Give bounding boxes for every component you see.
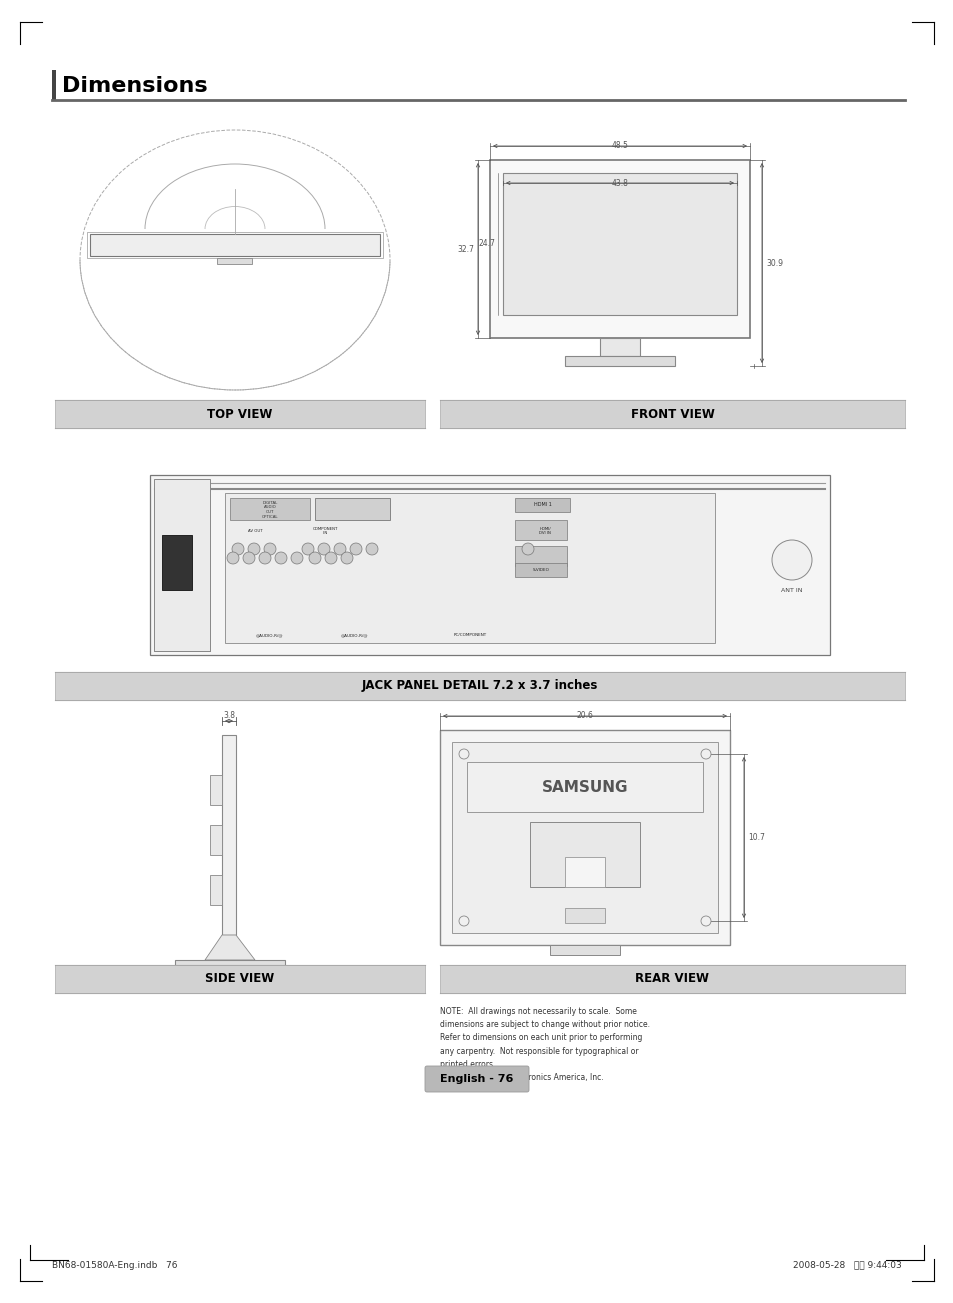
Circle shape — [291, 552, 303, 564]
Circle shape — [334, 543, 346, 555]
Bar — [452, 741, 718, 933]
Bar — [210, 876, 222, 906]
Circle shape — [309, 552, 320, 564]
Text: HDMI/
DVI IN: HDMI/ DVI IN — [538, 526, 551, 536]
Text: NOTE:  All drawings not necessarily to scale.  Some
dimensions are subject to ch: NOTE: All drawings not necessarily to sc… — [439, 1007, 649, 1081]
Bar — [222, 735, 235, 936]
Bar — [599, 337, 639, 356]
Text: 3.8: 3.8 — [223, 710, 234, 719]
Circle shape — [274, 552, 287, 564]
Bar — [225, 493, 714, 642]
Text: @AUDIO-R/@: @AUDIO-R/@ — [341, 633, 369, 637]
Bar — [515, 520, 566, 539]
Text: Dimensions: Dimensions — [62, 76, 208, 96]
Circle shape — [325, 552, 336, 564]
Text: S-VIDEO: S-VIDEO — [532, 568, 549, 572]
Bar — [217, 258, 253, 265]
Text: 43.8: 43.8 — [611, 179, 628, 188]
Text: 24.7: 24.7 — [477, 240, 495, 249]
Text: JACK PANEL DETAIL 7.2 x 3.7 inches: JACK PANEL DETAIL 7.2 x 3.7 inches — [361, 679, 598, 692]
Bar — [515, 563, 566, 577]
Bar — [153, 480, 210, 652]
Text: FRONT VIEW: FRONT VIEW — [630, 408, 714, 421]
Circle shape — [350, 543, 361, 555]
Text: BN68-01580A-Eng.indb   76: BN68-01580A-Eng.indb 76 — [52, 1260, 177, 1269]
Text: COMPONENT
 IN: COMPONENT IN — [312, 526, 337, 536]
Polygon shape — [205, 936, 254, 960]
Text: AUDIO: AUDIO — [263, 506, 276, 509]
Text: TOP VIEW: TOP VIEW — [207, 408, 273, 421]
Text: HDMI 1: HDMI 1 — [533, 503, 551, 507]
Text: SAMSUNG: SAMSUNG — [541, 779, 628, 795]
Circle shape — [243, 552, 254, 564]
Circle shape — [264, 543, 275, 555]
Circle shape — [700, 916, 710, 926]
Circle shape — [258, 552, 271, 564]
Text: OPTICAL: OPTICAL — [261, 515, 278, 519]
Circle shape — [771, 539, 811, 580]
Bar — [439, 966, 904, 993]
Bar — [564, 356, 675, 366]
Bar — [55, 400, 424, 427]
Circle shape — [302, 543, 314, 555]
Circle shape — [232, 543, 244, 555]
Text: DIGITAL: DIGITAL — [262, 500, 277, 506]
Text: 2008-05-28   오후 9:44:03: 2008-05-28 오후 9:44:03 — [792, 1260, 901, 1269]
Circle shape — [227, 552, 239, 564]
Bar — [314, 498, 390, 520]
Circle shape — [458, 749, 469, 760]
Bar — [210, 825, 222, 855]
Bar — [90, 235, 379, 255]
Circle shape — [340, 552, 353, 564]
Bar — [467, 762, 702, 812]
Bar — [210, 775, 222, 805]
Bar — [439, 400, 904, 427]
Text: @AUDIO-R/@: @AUDIO-R/@ — [256, 633, 283, 637]
Bar — [230, 498, 310, 520]
Bar — [550, 945, 619, 955]
Circle shape — [317, 543, 330, 555]
Circle shape — [458, 916, 469, 926]
Text: 10.7: 10.7 — [747, 833, 764, 842]
Bar — [564, 857, 604, 887]
Circle shape — [700, 749, 710, 760]
Text: SIDE VIEW: SIDE VIEW — [205, 972, 274, 985]
Text: English - 76: English - 76 — [440, 1074, 513, 1084]
Text: PC/COMPONENT: PC/COMPONENT — [453, 633, 486, 637]
Bar — [87, 232, 382, 258]
Bar — [530, 822, 639, 887]
Circle shape — [521, 543, 534, 555]
FancyBboxPatch shape — [424, 1066, 529, 1092]
Text: 20.6: 20.6 — [576, 711, 593, 721]
Bar — [564, 908, 604, 923]
Text: REAR VIEW: REAR VIEW — [635, 972, 709, 985]
Text: 30.9: 30.9 — [765, 258, 782, 267]
Text: AV OUT: AV OUT — [248, 529, 262, 533]
Bar — [515, 546, 566, 566]
Bar — [515, 498, 569, 512]
Bar — [439, 730, 729, 945]
Bar — [174, 960, 285, 972]
Text: 17.8: 17.8 — [221, 985, 238, 994]
Circle shape — [248, 543, 260, 555]
Text: ANT IN: ANT IN — [781, 588, 801, 593]
Bar — [52, 70, 56, 100]
Text: OUT: OUT — [266, 509, 274, 513]
Bar — [162, 536, 192, 590]
Circle shape — [366, 543, 377, 555]
Bar — [55, 672, 904, 700]
Bar — [502, 173, 737, 315]
Bar — [490, 160, 749, 337]
Text: 48.5: 48.5 — [611, 141, 628, 150]
Bar — [150, 476, 829, 655]
Bar — [55, 966, 424, 993]
Text: 32.7: 32.7 — [456, 245, 474, 254]
